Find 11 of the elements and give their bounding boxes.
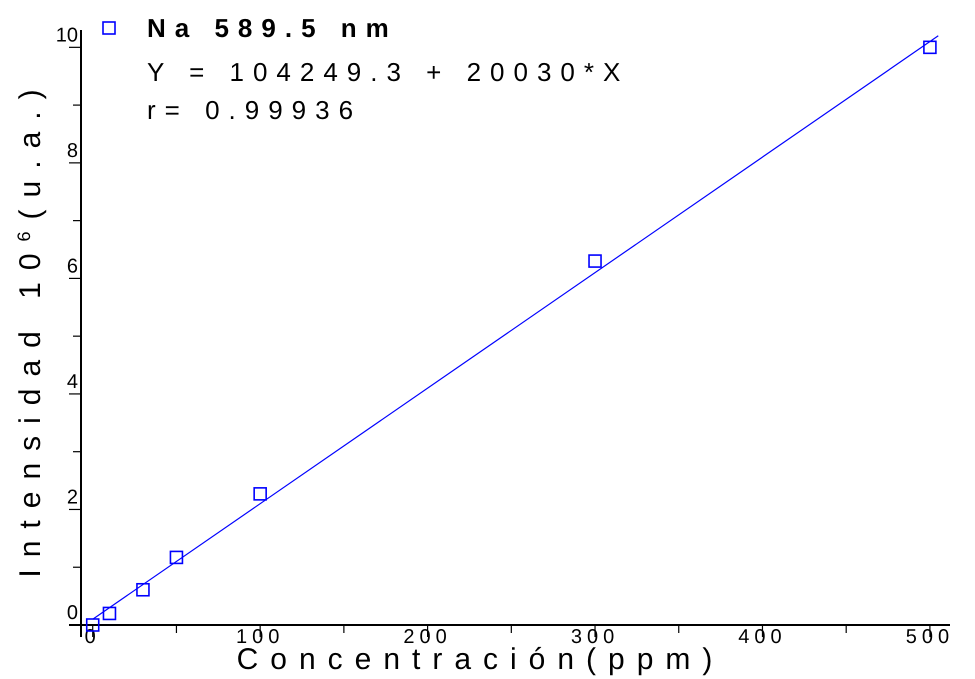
y-tick-label: 6 (66, 255, 78, 278)
y-tick-label: 10 (56, 24, 78, 46)
annotation: r= 0.99936 (147, 95, 362, 125)
legend-label: Na 589.5 nm (147, 13, 398, 43)
x-tick-label: 400 (738, 626, 787, 648)
x-tick-label: 500 (906, 626, 954, 648)
y-tick-label: 0 (66, 602, 78, 624)
y-tick-label: 2 (66, 486, 78, 508)
y-tick-label: 4 (66, 370, 78, 393)
y-tick-label: 8 (66, 140, 78, 162)
annotation: Y = 104249.3 + 20030*X (147, 57, 630, 87)
